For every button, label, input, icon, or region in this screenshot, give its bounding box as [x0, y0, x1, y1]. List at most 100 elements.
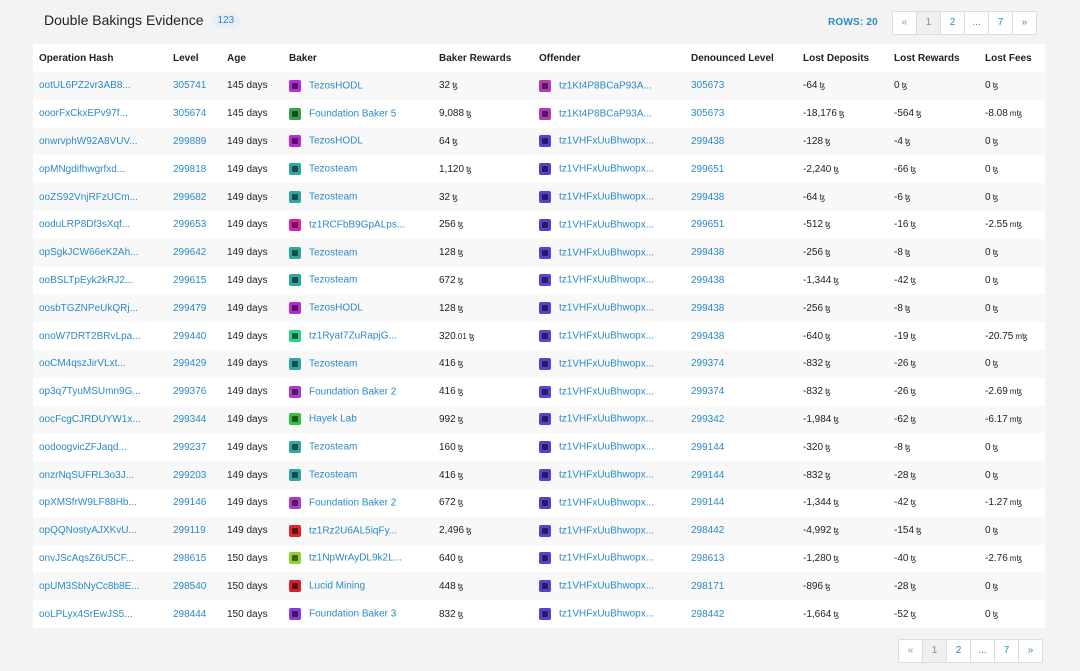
- level-link[interactable]: 299479: [173, 302, 207, 314]
- denounced-level-link[interactable]: 299144: [691, 441, 725, 453]
- operation-hash-link[interactable]: oosbTGZNPeUkQRj...: [39, 302, 138, 314]
- offender-link[interactable]: tz1VHFxUuBhwopx...: [559, 441, 655, 453]
- prev-page-button[interactable]: «: [893, 12, 917, 34]
- operation-hash-link[interactable]: opXMSfrW9LF88Hb...: [39, 497, 137, 509]
- level-link[interactable]: 305741: [173, 80, 207, 92]
- page-button-7[interactable]: 7: [989, 12, 1013, 34]
- offender-link[interactable]: tz1Kt4P8BCaP93A...: [559, 80, 652, 92]
- denounced-level-link[interactable]: 298442: [691, 525, 725, 537]
- level-link[interactable]: 299237: [173, 441, 207, 453]
- denounced-level-link[interactable]: 299651: [691, 219, 725, 231]
- operation-hash-link[interactable]: ooCM4qszJirVLxt...: [39, 358, 126, 370]
- baker-link[interactable]: tz1NpWrAyDL9k2L...: [309, 553, 403, 565]
- denounced-level-link[interactable]: 305673: [691, 80, 725, 92]
- baker-link[interactable]: tz1RCFbB9GpALps...: [309, 219, 406, 231]
- level-link[interactable]: 299429: [173, 358, 207, 370]
- column-header-level[interactable]: Level: [167, 44, 221, 72]
- baker-link[interactable]: TezosHODL: [309, 80, 363, 92]
- offender-link[interactable]: tz1VHFxUuBhwopx...: [559, 608, 655, 620]
- baker-link[interactable]: tz1Ryat7ZuRapjG...: [309, 330, 397, 342]
- baker-link[interactable]: Foundation Baker 3: [309, 608, 397, 620]
- denounced-level-link[interactable]: 305673: [691, 108, 725, 120]
- offender-link[interactable]: tz1Kt4P8BCaP93A...: [559, 108, 652, 120]
- level-link[interactable]: 299642: [173, 247, 207, 259]
- operation-hash-link[interactable]: ooZS92VnjRFzUCm...: [39, 191, 138, 203]
- level-link[interactable]: 305674: [173, 108, 207, 120]
- offender-link[interactable]: tz1VHFxUuBhwopx...: [559, 247, 655, 259]
- operation-hash-link[interactable]: onvJScAqsZ6U5CF...: [39, 552, 135, 564]
- level-link[interactable]: 298540: [173, 580, 207, 592]
- operation-hash-link[interactable]: ootUL6PZ2vr3AB8...: [39, 80, 131, 92]
- offender-link[interactable]: tz1VHFxUuBhwopx...: [559, 302, 655, 314]
- column-header-lost-deposits[interactable]: Lost Deposits: [797, 44, 888, 72]
- denounced-level-link[interactable]: 299438: [691, 274, 725, 286]
- baker-link[interactable]: Lucid Mining: [309, 580, 366, 592]
- column-header-offender[interactable]: Offender: [533, 44, 685, 72]
- operation-hash-link[interactable]: opMNgdifhwgrfxd...: [39, 163, 126, 175]
- denounced-level-link[interactable]: 299342: [691, 413, 725, 425]
- level-link[interactable]: 299889: [173, 135, 207, 147]
- baker-link[interactable]: tz1Rz2U6AL5iqFy...: [309, 525, 398, 537]
- page-button-1[interactable]: 1: [917, 12, 941, 34]
- offender-link[interactable]: tz1VHFxUuBhwopx...: [559, 358, 655, 370]
- next-page-button[interactable]: »: [1019, 640, 1042, 662]
- denounced-level-link[interactable]: 299374: [691, 386, 725, 398]
- page-ellipsis[interactable]: ...: [971, 640, 995, 662]
- operation-hash-link[interactable]: onoW7DRT2BRvLpa...: [39, 330, 141, 342]
- level-link[interactable]: 299344: [173, 413, 207, 425]
- column-header-baker[interactable]: Baker: [283, 44, 433, 72]
- baker-link[interactable]: Tezosteam: [309, 441, 358, 453]
- page-button-1[interactable]: 1: [923, 640, 947, 662]
- column-header-denounced-level[interactable]: Denounced Level: [685, 44, 797, 72]
- operation-hash-link[interactable]: onwrvphW92A8VUV...: [39, 135, 138, 147]
- denounced-level-link[interactable]: 299438: [691, 302, 725, 314]
- baker-link[interactable]: Tezosteam: [309, 247, 358, 259]
- level-link[interactable]: 299203: [173, 469, 207, 481]
- column-header-operation-hash[interactable]: Operation Hash: [33, 44, 167, 72]
- rows-per-page-selector[interactable]: ROWS: 20: [828, 17, 878, 28]
- baker-link[interactable]: Foundation Baker 2: [309, 497, 397, 509]
- operation-hash-link[interactable]: ooBSLTpEyk2kRJ2...: [39, 274, 134, 286]
- operation-hash-link[interactable]: op3q7TyuMSUmn9G...: [39, 386, 141, 398]
- offender-link[interactable]: tz1VHFxUuBhwopx...: [559, 163, 655, 175]
- column-header-lost-fees[interactable]: Lost Fees: [979, 44, 1045, 72]
- level-link[interactable]: 299615: [173, 274, 207, 286]
- prev-page-button[interactable]: «: [899, 640, 923, 662]
- level-link[interactable]: 299146: [173, 497, 207, 509]
- denounced-level-link[interactable]: 299438: [691, 191, 725, 203]
- operation-hash-link[interactable]: onzrNqSUFRL3o3J...: [39, 469, 135, 481]
- baker-link[interactable]: TezosHODL: [309, 136, 363, 148]
- level-link[interactable]: 299682: [173, 191, 207, 203]
- denounced-level-link[interactable]: 299144: [691, 469, 725, 481]
- level-link[interactable]: 299440: [173, 330, 207, 342]
- offender-link[interactable]: tz1VHFxUuBhwopx...: [559, 330, 655, 342]
- operation-hash-link[interactable]: oodoogvicZFJaqd...: [39, 441, 127, 453]
- level-link[interactable]: 298444: [173, 608, 207, 620]
- offender-link[interactable]: tz1VHFxUuBhwopx...: [559, 525, 655, 537]
- column-header-age[interactable]: Age: [221, 44, 283, 72]
- baker-link[interactable]: Hayek Lab: [309, 414, 357, 426]
- baker-link[interactable]: Tezosteam: [309, 469, 358, 481]
- denounced-level-link[interactable]: 299651: [691, 163, 725, 175]
- level-link[interactable]: 299653: [173, 219, 207, 231]
- baker-link[interactable]: Tezosteam: [309, 358, 358, 370]
- baker-link[interactable]: Foundation Baker 2: [309, 386, 397, 398]
- page-button-2[interactable]: 2: [941, 12, 965, 34]
- operation-hash-link[interactable]: opSgkJCW66eK2Ah...: [39, 247, 139, 259]
- level-link[interactable]: 299119: [173, 525, 206, 537]
- baker-link[interactable]: Tezosteam: [309, 191, 358, 203]
- denounced-level-link[interactable]: 298613: [691, 552, 725, 564]
- denounced-level-link[interactable]: 299438: [691, 135, 725, 147]
- operation-hash-link[interactable]: opUM3SbNyCc8b8E...: [39, 580, 140, 592]
- page-button-2[interactable]: 2: [947, 640, 971, 662]
- baker-link[interactable]: Foundation Baker 5: [309, 108, 397, 120]
- denounced-level-link[interactable]: 299144: [691, 497, 725, 509]
- offender-link[interactable]: tz1VHFxUuBhwopx...: [559, 414, 655, 426]
- denounced-level-link[interactable]: 299438: [691, 330, 725, 342]
- operation-hash-link[interactable]: ooorFxCkxEPv97f...: [39, 108, 128, 120]
- offender-link[interactable]: tz1VHFxUuBhwopx...: [559, 553, 655, 565]
- offender-link[interactable]: tz1VHFxUuBhwopx...: [559, 497, 655, 509]
- operation-hash-link[interactable]: ooLPLyx4SrEwJS5...: [39, 608, 133, 620]
- offender-link[interactable]: tz1VHFxUuBhwopx...: [559, 136, 655, 148]
- offender-link[interactable]: tz1VHFxUuBhwopx...: [559, 275, 655, 287]
